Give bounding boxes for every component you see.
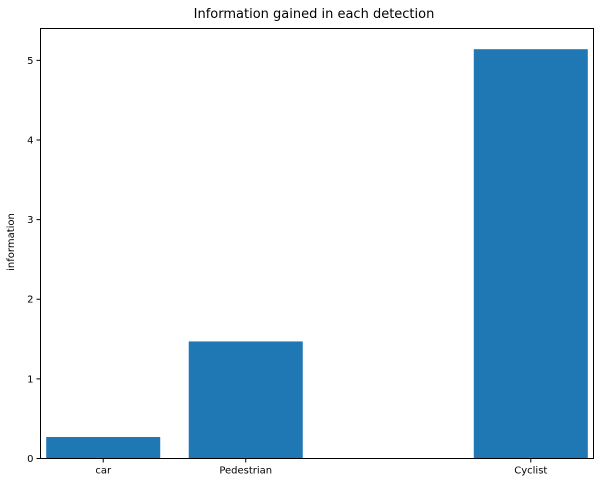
bar-car	[46, 437, 161, 459]
x-tick-label-cyclist: Cyclist	[514, 466, 547, 477]
x-axis: car Pedestrian Cyclist	[95, 458, 547, 477]
y-tick-label: 3	[27, 215, 33, 226]
y-tick-label: 5	[27, 56, 33, 67]
y-tick-label: 1	[27, 374, 33, 385]
y-tick-label: 2	[27, 295, 33, 306]
x-tick-label-pedestrian: Pedestrian	[219, 466, 272, 477]
y-axis-label: information	[6, 213, 17, 271]
y-tick-label: 4	[27, 135, 33, 146]
bar-cyclist	[473, 49, 588, 459]
bars-group	[46, 49, 588, 459]
y-tick-label: 0	[27, 454, 33, 465]
chart-title: Information gained in each detection	[194, 7, 435, 22]
plot-frame	[40, 28, 594, 459]
x-tick-label-car: car	[95, 466, 112, 477]
bar-pedestrian	[188, 341, 303, 459]
y-axis: 0 1 2 3 4 5	[27, 56, 41, 465]
